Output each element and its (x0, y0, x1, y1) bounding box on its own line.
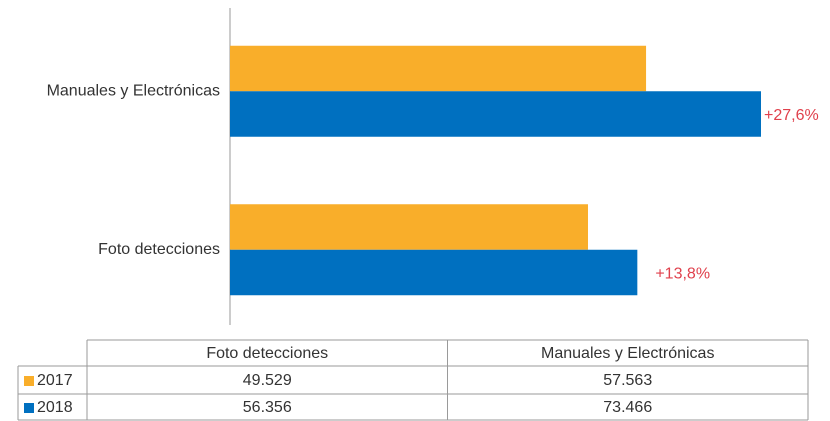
category-label: Foto detecciones (98, 241, 220, 258)
table-header: Manuales y Electrónicas (541, 345, 714, 362)
bar (230, 45, 647, 92)
table-cell: 73.466 (603, 399, 652, 416)
table-cell: 56.356 (243, 399, 292, 416)
legend-label: 2017 (37, 372, 73, 389)
bar (230, 204, 588, 250)
annotation: +27,6% (764, 107, 819, 124)
bar (230, 249, 638, 296)
legend-label: 2018 (37, 399, 73, 416)
bar (230, 91, 761, 137)
annotation: +13,8% (655, 266, 710, 283)
legend-swatch (24, 376, 34, 386)
legend-swatch (24, 403, 34, 413)
category-label: Manuales y Electrónicas (47, 82, 220, 99)
table-cell: 49.529 (243, 372, 292, 389)
table-header: Foto detecciones (206, 345, 328, 362)
table-cell: 57.563 (603, 372, 652, 389)
